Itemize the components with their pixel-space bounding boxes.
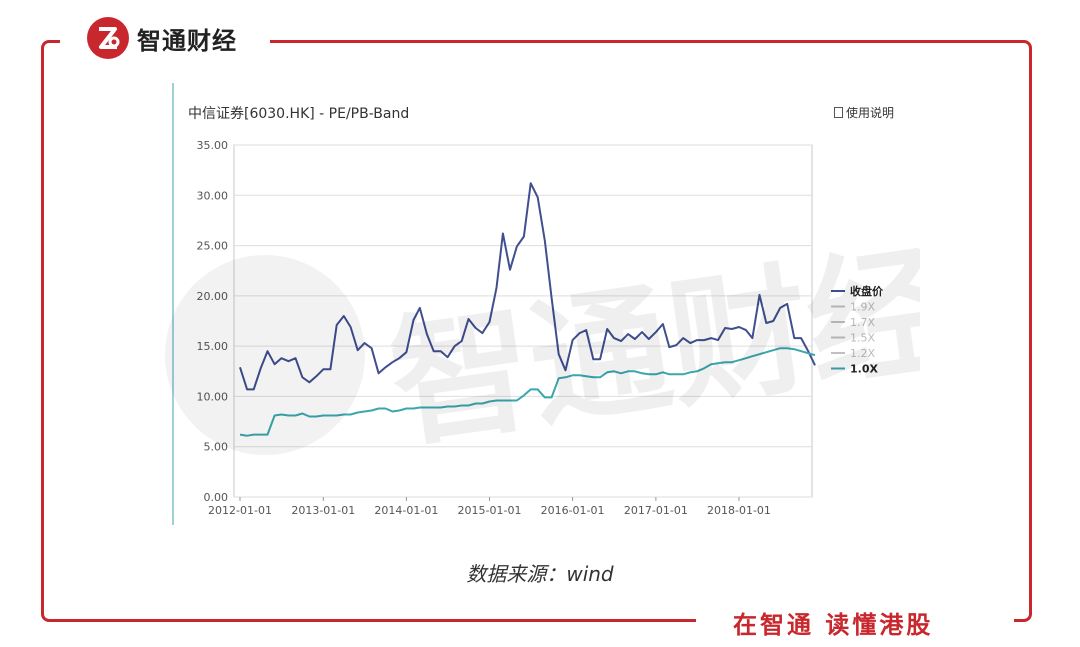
y-axis-ticks: 0.00 5.00 10.00 15.00 20.00 25.00 30.00 35.00 [197, 139, 229, 504]
legend-item: 1.9X [850, 301, 875, 314]
x-tick-label: 2013-01-01 [291, 504, 355, 517]
chart-plot: 0.00 5.00 10.00 15.00 20.00 25.00 30.00 35.00 2… [197, 139, 884, 517]
data-source: 数据来源：wind [466, 562, 614, 586]
slogan: 在智通 读懂港股 [733, 611, 934, 639]
y-tick-label: 35.00 [197, 139, 229, 152]
legend-item: 1.7X [850, 316, 875, 329]
brand-name: 智通财经 [137, 26, 237, 55]
x-axis-ticks: 2012-01-01 2013-01-01 2014-01-01 2015-01-01… [208, 504, 771, 517]
series-line-band-1-0x [239, 347, 816, 437]
x-tick-label: 2016-01-01 [541, 504, 605, 517]
x-tick-label: 2012-01-01 [208, 504, 272, 517]
chart-panel: 中信证券[6030.HK] - PE/PB-Band 使用说明 0.00 5.00… [172, 83, 906, 525]
x-tick-label: 2018-01-01 [707, 504, 771, 517]
legend-item: 1.0X [850, 363, 878, 376]
legend-item: 收盘价 [850, 284, 884, 298]
chart-series [239, 182, 816, 437]
x-tick-label: 2015-01-01 [458, 504, 522, 517]
y-tick-label: 10.00 [197, 390, 229, 403]
x-tick-label: 2017-01-01 [624, 504, 688, 517]
y-tick-label: 0.00 [204, 491, 229, 504]
chart-legend: 收盘价 1.9X 1.7X 1.5X 1.2X 1.0X [831, 284, 884, 376]
document-icon [833, 107, 843, 118]
chart-title: 中信证券[6030.HK] - PE/PB-Band [188, 106, 410, 122]
legend-item: 1.2X [850, 347, 875, 360]
frame-gap-bottom [696, 606, 1014, 636]
zhitong-logo-icon [87, 17, 129, 59]
x-tick-label: 2014-01-01 [374, 504, 438, 517]
brand: 智通财经 [87, 17, 237, 59]
y-tick-label: 5.00 [204, 441, 229, 454]
card-frame [41, 40, 1032, 622]
manual-link[interactable]: 使用说明 [833, 104, 894, 121]
series-line-close-price [239, 182, 816, 391]
y-tick-label: 30.00 [197, 189, 229, 202]
y-tick-label: 20.00 [197, 290, 229, 303]
chart-grid [233, 144, 813, 501]
manual-label: 使用说明 [845, 106, 894, 120]
y-tick-label: 15.00 [197, 340, 229, 353]
plot-border [233, 144, 813, 498]
legend-item: 1.5X [850, 332, 875, 345]
y-tick-label: 25.00 [197, 240, 229, 253]
